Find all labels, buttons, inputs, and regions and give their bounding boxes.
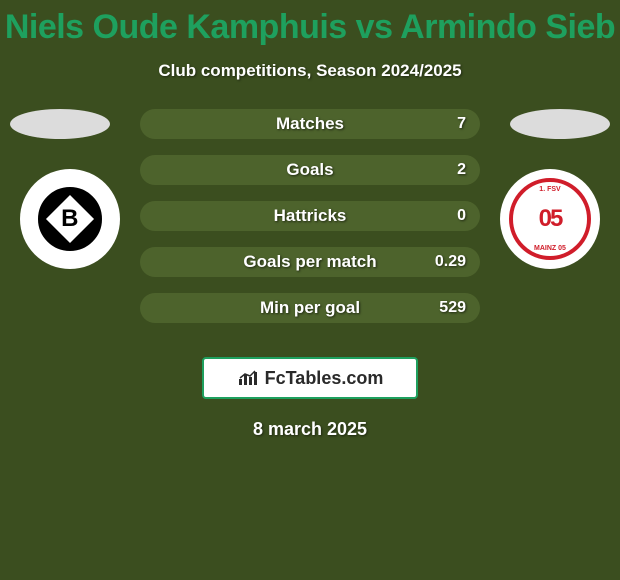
stat-label: Goals (286, 160, 333, 180)
stat-label: Min per goal (260, 298, 360, 318)
stat-bar-goals-per-match: Goals per match 0.29 (140, 247, 480, 277)
site-logo-text: FcTables.com (265, 368, 384, 389)
club-badge-right-inner: 1. FSV 05 MAINZ 05 (509, 178, 591, 260)
stat-right-value: 0 (457, 207, 466, 225)
club-badge-left: B (20, 169, 120, 269)
subtitle: Club competitions, Season 2024/2025 (0, 61, 620, 81)
stat-label: Goals per match (243, 252, 376, 272)
club-badge-right-arc-bottom: MAINZ 05 (534, 245, 566, 252)
player-right-head-silhouette (510, 109, 610, 139)
club-badge-left-diamond: B (46, 195, 94, 243)
stat-bar-matches: Matches 7 (140, 109, 480, 139)
club-badge-left-letter: B (61, 205, 78, 233)
chart-icon (237, 369, 259, 387)
stat-label: Matches (276, 114, 344, 134)
stat-bar-hattricks: Hattricks 0 (140, 201, 480, 231)
stat-right-value: 7 (457, 115, 466, 133)
stat-bar-goals: Goals 2 (140, 155, 480, 185)
stat-label: Hattricks (274, 206, 347, 226)
club-badge-right: 1. FSV 05 MAINZ 05 (500, 169, 600, 269)
stat-right-value: 2 (457, 161, 466, 179)
stat-bars: Matches 7 Goals 2 Hattricks 0 Goals per … (140, 109, 480, 339)
club-badge-left-inner: B (35, 184, 105, 254)
club-badge-right-text: 05 (539, 205, 562, 233)
club-badge-right-arc-top: 1. FSV (539, 186, 560, 193)
comparison-card: Niels Oude Kamphuis vs Armindo Sieb Club… (0, 0, 620, 580)
stat-right-value: 0.29 (435, 253, 466, 271)
stat-right-value: 529 (439, 299, 466, 317)
content-area: B 1. FSV 05 MAINZ 05 Matches 7 Goals 2 (0, 109, 620, 349)
stat-bar-min-per-goal: Min per goal 529 (140, 293, 480, 323)
date-label: 8 march 2025 (0, 419, 620, 440)
page-title: Niels Oude Kamphuis vs Armindo Sieb (0, 0, 620, 47)
player-left-head-silhouette (10, 109, 110, 139)
site-logo-box[interactable]: FcTables.com (202, 357, 418, 399)
